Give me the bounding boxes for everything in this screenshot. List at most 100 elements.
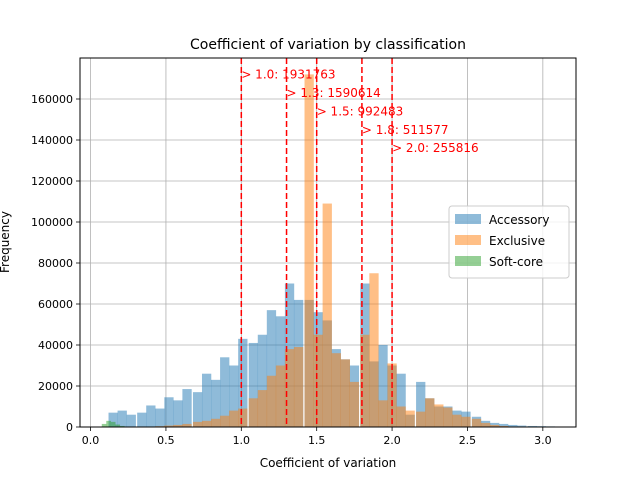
bar-exclusive — [452, 414, 462, 427]
legend-label: Exclusive — [489, 234, 545, 248]
bar-exclusive — [461, 416, 471, 427]
threshold-label: > 1.8: 511577 — [362, 123, 449, 137]
x-tick-label: 2.5 — [459, 434, 477, 447]
legend-label: Accessory — [489, 213, 549, 227]
y-tick-label: 160000 — [31, 93, 73, 106]
x-tick-label: 1.5 — [308, 434, 326, 447]
bar-accessory — [238, 338, 248, 427]
legend: Accessory Exclusive Soft-core — [448, 205, 570, 279]
bar-soft-core — [101, 423, 107, 427]
bar-soft-core — [119, 425, 125, 427]
bar-exclusive — [471, 418, 482, 427]
plot-frame — [79, 57, 577, 428]
bar-exclusive — [182, 423, 192, 427]
series-soft-core — [101, 420, 125, 427]
y-tick-label: 120000 — [31, 175, 73, 188]
bar-accessory — [146, 405, 156, 427]
y-tick-label: 100000 — [31, 216, 73, 229]
bar-exclusive — [266, 375, 277, 427]
y-axis-label: Frequency — [0, 211, 12, 273]
bar-accessory — [211, 379, 221, 427]
bar-accessory — [155, 408, 165, 427]
bar-accessory — [137, 412, 147, 427]
x-tick-label: 2.0 — [383, 434, 401, 447]
bar-accessory — [192, 392, 203, 427]
bar-exclusive — [229, 410, 239, 427]
bar-accessory — [396, 373, 406, 427]
bar-exclusive — [238, 408, 248, 427]
bar-soft-core — [106, 420, 111, 427]
y-tick-label: 80000 — [38, 257, 73, 270]
x-axis-label: Coefficient of variation — [260, 456, 397, 470]
bar-exclusive — [416, 411, 426, 427]
y-tick-label: 140000 — [31, 134, 73, 147]
bar-exclusive — [201, 420, 212, 427]
bar-exclusive — [211, 418, 221, 427]
bar-exclusive — [257, 390, 268, 427]
bar-exclusive — [304, 74, 314, 428]
threshold-label: > 1.0: 1931763 — [241, 67, 335, 81]
bar-exclusive — [220, 415, 230, 427]
bar-accessory — [248, 342, 259, 427]
legend-swatch — [455, 214, 481, 224]
bar-accessory — [266, 310, 277, 427]
bar-exclusive — [405, 410, 415, 427]
bar-exclusive — [443, 407, 453, 427]
threshold-label: > 1.3: 1590614 — [287, 86, 381, 100]
bar-exclusive — [498, 425, 509, 427]
bar-exclusive — [378, 400, 388, 427]
bar-exclusive — [349, 381, 360, 427]
bar-soft-core — [115, 424, 121, 427]
bar-accessory — [378, 345, 388, 427]
bar-exclusive — [331, 353, 341, 427]
bar-exclusive — [369, 273, 379, 427]
bar-exclusive — [340, 359, 350, 427]
bar-exclusive — [489, 424, 500, 427]
bar-accessory — [220, 357, 230, 427]
bar-accessory — [508, 424, 518, 427]
bar-accessory — [201, 373, 212, 427]
bar-soft-core — [110, 421, 116, 427]
bar-exclusive — [434, 404, 444, 427]
x-tick-label: 0.5 — [157, 434, 175, 447]
legend-swatch — [455, 235, 481, 245]
bar-accessory — [517, 425, 527, 427]
axes-layer: 0.0 0.5 1.0 1.5 2.0 2.5 3.0 0 20000 40000 60000 800… — [31, 93, 552, 447]
x-tick-label: 3.0 — [534, 434, 552, 447]
bar-exclusive — [284, 349, 295, 427]
bar-accessory — [229, 365, 239, 427]
bar-accessory — [498, 423, 509, 427]
bar-accessory — [108, 412, 118, 427]
bar-exclusive — [396, 406, 406, 427]
bar-accessory — [182, 389, 192, 427]
bar-exclusive — [248, 398, 259, 427]
threshold-label: > 2.0: 255816 — [392, 141, 479, 155]
bar-exclusive — [480, 422, 491, 427]
bar-accessory — [257, 334, 268, 427]
bar-accessory — [416, 381, 426, 427]
bar-exclusive — [322, 203, 332, 427]
bar-exclusive — [275, 365, 286, 427]
bar-exclusive — [173, 424, 183, 427]
y-tick-label: 0 — [66, 421, 73, 434]
chart-title: Coefficient of variation by classificati… — [190, 37, 466, 53]
bar-accessory — [164, 397, 174, 427]
threshold-label: > 1.5: 992483 — [317, 104, 404, 118]
bar-accessory — [117, 410, 127, 427]
y-tick-label: 20000 — [38, 380, 73, 393]
legend-label: Soft-core — [489, 255, 543, 269]
bar-accessory — [173, 400, 183, 427]
bar-accessory — [126, 414, 136, 427]
bar-exclusive — [164, 425, 174, 427]
bar-exclusive — [360, 334, 370, 427]
x-tick-label: 1.0 — [233, 434, 251, 447]
x-tick-label: 0.0 — [82, 434, 100, 447]
legend-swatch — [455, 256, 481, 266]
bar-accessory — [527, 425, 537, 427]
y-tick-label: 60000 — [38, 298, 73, 311]
bar-exclusive — [192, 421, 203, 427]
bar-exclusive — [425, 398, 435, 427]
threshold-layer: > 1.0: 1931763 > 1.3: 1590614 > 1.5: 99248… — [240, 58, 479, 427]
bar-exclusive — [313, 334, 323, 427]
